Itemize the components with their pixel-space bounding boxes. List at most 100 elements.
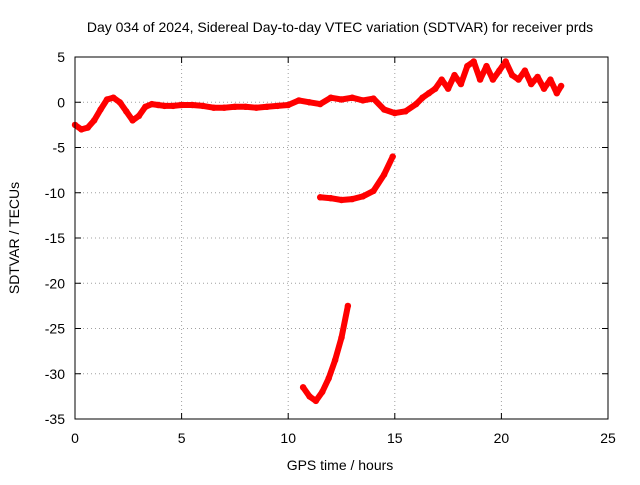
data-point [123,108,130,115]
y-tick-label: -35 [45,411,65,427]
data-point [412,100,420,108]
data-point [299,384,307,391]
data-point [161,102,168,110]
data-point [438,76,445,83]
y-tick-label: -15 [45,230,65,246]
data-point [359,193,366,200]
data-point [502,58,509,65]
data-point [380,171,388,178]
data-point [540,85,548,92]
data-point [306,393,313,400]
data-point [148,100,155,108]
data-point [221,104,228,111]
data-point [451,71,458,79]
data-point [425,90,433,97]
data-point [142,103,149,111]
data-point [210,104,217,111]
data-point [380,106,388,113]
data-point [178,101,185,109]
data-point [199,102,207,110]
data-point [338,96,345,103]
data-point [483,62,490,70]
data-point [344,302,352,310]
data-point [557,82,565,90]
data-point [419,94,426,101]
data-point [317,100,324,108]
data-point [508,71,516,79]
data-point [110,94,117,101]
data-point [338,334,345,341]
data-point [534,73,541,81]
data-point [103,96,111,103]
x-tick-label: 5 [178,430,186,446]
data-point [489,76,497,83]
data-point [391,109,398,117]
data-point [91,117,98,124]
data-point [306,99,313,106]
data-point [78,126,85,133]
data-point [189,101,196,109]
data-point [370,187,377,195]
y-tick-label: -30 [45,366,65,382]
x-tick-label: 0 [71,430,79,446]
data-point [521,67,529,74]
data-point [515,76,522,83]
data-point [553,90,560,97]
x-tick-label: 25 [600,430,616,446]
data-point [169,102,177,110]
data-point [432,85,439,92]
data-point [457,80,465,88]
chart-title: Day 034 of 2024, Sidereal Day-to-day VTE… [87,19,593,35]
data-point [464,62,471,70]
data-point [253,104,260,111]
data-point [263,103,271,111]
data-point [547,76,554,83]
y-tick-label: 5 [57,49,65,65]
data-point [327,195,334,202]
data-point [476,76,484,83]
x-tick-label: 10 [280,430,296,446]
y-tick-label: -20 [45,275,65,291]
data-point [402,108,409,115]
grid-layer [75,57,608,419]
data-point [444,85,452,92]
x-axis-label: GPS time / hours [287,457,394,473]
y-tick-label: -10 [45,185,65,201]
data-point [496,67,503,74]
y-axis-label: SDTVAR / TECUs [6,182,22,294]
axis-layer: 0 5 10 15 20 25 5 0 -5 -10 -15 -20 -25 -30 -35 [45,49,616,446]
data-point [338,196,345,204]
data-point [242,103,249,111]
y-tick-label: -5 [53,140,66,156]
data-point [231,103,239,111]
y-tick-label: -25 [45,321,65,337]
series-layer [71,58,565,405]
data-point [327,94,334,101]
data-point [359,97,366,104]
data-point [84,124,92,131]
data-point [319,388,326,396]
data-point [285,101,292,109]
y-tick-label: 0 [57,94,65,110]
data-point [325,375,332,382]
x-tick-label: 15 [387,430,403,446]
data-point [349,195,356,203]
data-point [116,99,124,106]
data-point [370,95,377,102]
data-point [129,117,136,124]
data-point [331,357,339,364]
data-point [470,58,477,65]
data-point [389,153,396,160]
data-point [97,106,104,113]
x-tick-label: 20 [494,430,510,446]
data-point [312,397,320,405]
data-point [135,112,143,120]
data-point [528,80,535,88]
data-point [349,94,356,101]
data-point [154,101,162,109]
data-point [274,102,281,110]
data-point [295,97,303,104]
